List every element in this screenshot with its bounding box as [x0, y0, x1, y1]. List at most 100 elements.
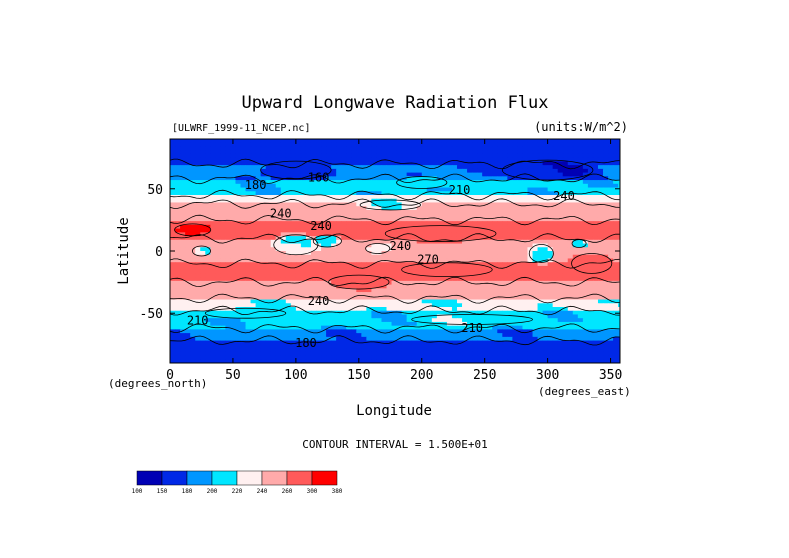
heatmap-cell [517, 198, 523, 203]
heatmap-cell [577, 198, 584, 203]
heatmap-cell [346, 292, 352, 297]
heatmap-cell [295, 180, 302, 185]
heatmap-cell [582, 176, 589, 181]
heatmap-cell [210, 254, 216, 259]
heatmap-cell [517, 224, 523, 230]
heatmap-cell [542, 265, 549, 271]
heatmap-cell [190, 217, 196, 222]
heatmap-cell [446, 247, 453, 252]
heatmap-cell [426, 262, 433, 267]
heatmap-cell [577, 195, 584, 200]
heatmap-cell [195, 168, 201, 174]
heatmap-cell [416, 254, 423, 259]
heatmap-cell [376, 150, 382, 155]
heatmap-cell [603, 254, 609, 259]
heatmap-cell [462, 280, 468, 286]
heatmap-cell [472, 187, 478, 192]
heatmap-cell [502, 221, 508, 226]
heatmap-cell [401, 165, 408, 170]
heatmap-cell [482, 221, 488, 226]
heatmap-cell [250, 183, 257, 189]
heatmap-cell [597, 146, 604, 151]
heatmap-cell [512, 284, 518, 289]
heatmap-cell [210, 228, 216, 233]
heatmap-cell [472, 254, 478, 259]
heatmap-cell [270, 344, 277, 349]
heatmap-cell [456, 336, 463, 342]
heatmap-cell [290, 213, 297, 218]
heatmap-cell [285, 336, 292, 342]
heatmap-cell [175, 280, 181, 286]
heatmap-cell [482, 187, 488, 192]
heatmap-cell [321, 187, 327, 192]
heatmap-cell [205, 142, 211, 147]
heatmap-cell [507, 295, 513, 301]
heatmap-cell [381, 236, 388, 241]
heatmap-cell [300, 336, 307, 342]
heatmap-cell [467, 277, 473, 282]
heatmap-cell [235, 314, 241, 319]
heatmap-cell [542, 336, 549, 342]
heatmap-cell [512, 180, 518, 185]
heatmap-cell [391, 333, 398, 338]
heatmap-cell [316, 273, 322, 278]
heatmap-cell [613, 195, 619, 200]
heatmap-cell [396, 187, 403, 192]
heatmap-cell [401, 153, 408, 159]
heatmap-cell [406, 295, 413, 301]
heatmap-cell [467, 251, 473, 256]
heatmap-cell [295, 239, 302, 245]
heatmap-cell [577, 157, 584, 162]
heatmap-cell [170, 142, 176, 147]
heatmap-cell [336, 284, 342, 289]
heatmap-cell [190, 183, 196, 189]
heatmap-cell [396, 176, 403, 181]
heatmap-cell [346, 224, 352, 230]
heatmap-cell [462, 336, 468, 342]
heatmap-cell [175, 284, 181, 289]
heatmap-cell [381, 340, 388, 345]
heatmap-cell [195, 329, 201, 334]
heatmap-cell [597, 336, 604, 342]
heatmap-cell [562, 224, 569, 230]
heatmap-cell [562, 310, 569, 315]
heatmap-cell [522, 258, 528, 263]
heatmap-cell [472, 150, 478, 155]
heatmap-cell [401, 273, 408, 278]
heatmap-cell [547, 153, 554, 159]
heatmap-cell [376, 176, 382, 181]
heatmap-cell [371, 206, 377, 211]
heatmap-cell [537, 247, 544, 252]
heatmap-cell [295, 221, 302, 226]
heatmap-cell [421, 280, 428, 286]
heatmap-cell [416, 292, 423, 297]
heatmap-cell [220, 191, 226, 196]
heatmap-cell [336, 292, 342, 297]
heatmap-cell [462, 329, 468, 334]
heatmap-cell [290, 232, 297, 237]
heatmap-cell [572, 146, 579, 151]
heatmap-cell [341, 153, 347, 159]
heatmap-cell [527, 172, 534, 177]
heatmap-cell [472, 139, 478, 144]
heatmap-cell [416, 303, 423, 308]
heatmap-cell [467, 284, 473, 289]
heatmap-cell [451, 243, 458, 248]
heatmap-cell [436, 142, 443, 147]
heatmap-cell [326, 142, 332, 147]
heatmap-cell [270, 340, 277, 345]
heatmap-cell [260, 142, 267, 147]
heatmap-cell [592, 236, 599, 241]
heatmap-cell [300, 224, 307, 230]
heatmap-cell [557, 176, 564, 181]
heatmap-cell [235, 251, 241, 256]
heatmap-cell [386, 295, 393, 301]
heatmap-cell [321, 239, 327, 245]
heatmap-cell [245, 172, 252, 177]
heatmap-cell [265, 273, 272, 278]
heatmap-cell [411, 221, 418, 226]
heatmap-cell [331, 254, 337, 259]
heatmap-cell [613, 150, 619, 155]
heatmap-cell [295, 247, 302, 252]
heatmap-cell [431, 295, 438, 301]
